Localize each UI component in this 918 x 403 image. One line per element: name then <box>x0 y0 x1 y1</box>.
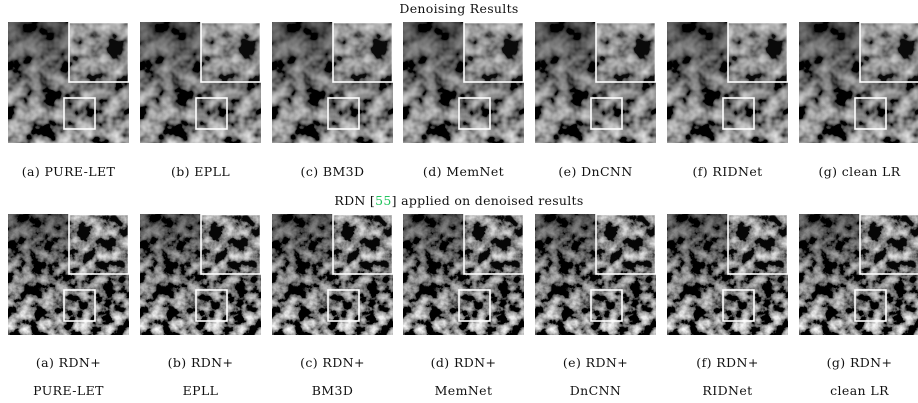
roi-box <box>590 289 623 322</box>
microscopy-image <box>272 22 393 143</box>
roi-box <box>458 289 491 322</box>
microscopy-image <box>667 214 788 335</box>
microscopy-image <box>140 214 261 335</box>
microscopy-image <box>403 214 524 335</box>
subfigure-caption: (a) RDN+ <box>35 355 102 370</box>
roi-box <box>590 97 623 130</box>
subfigure-caption: (g) clean LR <box>818 164 901 179</box>
roi-box <box>195 289 228 322</box>
image-panel <box>667 214 788 335</box>
citation-link[interactable]: 55 <box>375 193 392 208</box>
microscopy-image <box>272 214 393 335</box>
image-panel <box>272 22 393 143</box>
image-panel <box>272 214 393 335</box>
subfigure-caption: (g) RDN+ <box>826 355 893 370</box>
image-panel <box>8 22 129 143</box>
subfigure-caption: (c) RDN+ <box>300 355 365 370</box>
image-panel <box>140 214 261 335</box>
microscopy-image <box>535 214 656 335</box>
microscopy-image <box>535 22 656 143</box>
row2-title: RDN [55] applied on denoised results <box>0 193 918 208</box>
subfigure-caption-method: PURE-LET <box>33 383 104 398</box>
microscopy-image <box>403 22 524 143</box>
subfigure-caption-method: BM3D <box>311 383 354 398</box>
roi-box <box>327 289 360 322</box>
subfigure-caption-method: MemNet <box>434 383 493 398</box>
image-panel <box>535 214 656 335</box>
subfigure-caption-method: clean LR <box>830 383 889 398</box>
microscopy-image <box>799 22 918 143</box>
roi-box <box>854 289 887 322</box>
subfigure-caption-method: RIDNet <box>702 383 753 398</box>
subfigure-caption: (e) RDN+ <box>562 355 629 370</box>
image-panel <box>8 214 129 335</box>
row2-title-prefix: RDN [ <box>334 193 376 208</box>
row2-title-suffix: ] applied on denoised results <box>391 193 584 208</box>
roi-box <box>195 97 228 130</box>
subfigure-caption: (f) RIDNet <box>692 164 763 179</box>
image-panel <box>140 22 261 143</box>
image-panel <box>403 22 524 143</box>
roi-box <box>722 97 755 130</box>
subfigure-caption: (b) EPLL <box>170 164 231 179</box>
microscopy-image <box>799 214 918 335</box>
subfigure-caption: (a) PURE-LET <box>21 164 116 179</box>
roi-box <box>327 97 360 130</box>
subfigure-caption: (e) DnCNN <box>558 164 633 179</box>
subfigure-caption: (d) RDN+ <box>430 355 497 370</box>
roi-box <box>722 289 755 322</box>
image-panel <box>799 22 918 143</box>
subfigure-caption: (c) BM3D <box>300 164 365 179</box>
subfigure-caption: (b) RDN+ <box>167 355 234 370</box>
subfigure-caption: (d) MemNet <box>422 164 505 179</box>
roi-box <box>63 289 96 322</box>
image-panel <box>667 22 788 143</box>
image-panel <box>535 22 656 143</box>
image-panel <box>799 214 918 335</box>
roi-box <box>63 97 96 130</box>
subfigure-caption-method: DnCNN <box>569 383 622 398</box>
microscopy-image <box>667 22 788 143</box>
row1-title: Denoising Results <box>399 1 519 16</box>
microscopy-image <box>140 22 261 143</box>
microscopy-image <box>8 214 129 335</box>
image-panel <box>403 214 524 335</box>
subfigure-caption: (f) RDN+ <box>696 355 759 370</box>
microscopy-image <box>8 22 129 143</box>
roi-box <box>854 97 887 130</box>
roi-box <box>458 97 491 130</box>
subfigure-caption-method: EPLL <box>182 383 219 398</box>
